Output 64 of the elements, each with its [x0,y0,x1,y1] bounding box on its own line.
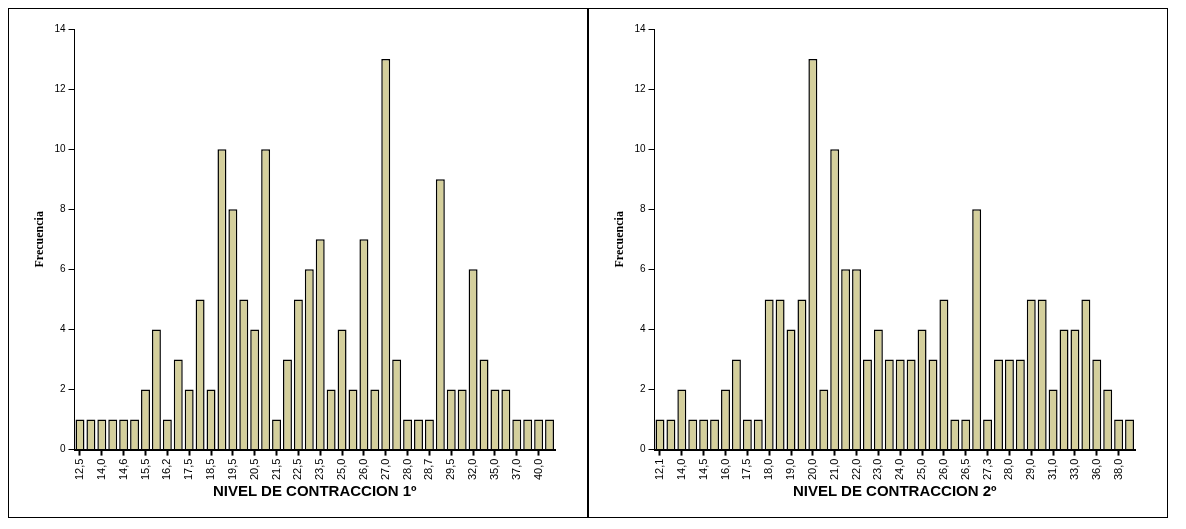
x-tick-label: 26,0 [356,458,369,481]
x-tick-label: 14,5 [696,458,709,481]
x-tick-label: 12,1 [653,458,666,481]
x-tick-label: 17,5 [182,458,195,481]
y-tick-label: 14 [634,22,646,34]
x-tick-label: 29,5 [444,458,457,481]
x-tick-label: 14,0 [674,458,687,481]
x-tick-label: 32,0 [466,458,479,481]
x-tick-label: 35,0 [487,458,500,481]
y-tick-label: 12 [54,82,66,94]
y-tick-label: 4 [59,323,66,335]
y-tick-label: 6 [59,263,66,275]
x-tick-label: 22,5 [291,458,304,481]
x-tick-label: 22,0 [849,458,862,481]
x-tick-label: 23,5 [313,458,326,481]
x-tick-label: 14,6 [116,458,129,481]
x-tick-label: 28,0 [400,458,413,481]
x-axis-title: NIVEL DE CONTRACCION 2º [792,482,998,500]
y-tick-label: 12 [634,82,646,94]
y-tick-label: 8 [639,203,646,214]
x-tick-label: 17,5 [740,458,753,481]
x-tick-label: 40,0 [531,458,544,481]
x-tick-label: 28,7 [422,458,435,481]
x-tick-label: 14,0 [94,458,107,481]
x-tick-label: 27,3 [980,458,993,481]
x-tick-label: 20,5 [247,458,260,481]
y-axis-title: Frecuencia [612,211,627,268]
y-tick-label: 2 [59,383,66,395]
x-tick-label: 25,0 [335,458,348,481]
y-tick-label: 4 [639,323,646,335]
y-tick-label: 10 [54,142,66,154]
x-tick-label: 31,0 [1046,458,1059,481]
x-tick-label: 29,0 [1024,458,1037,481]
x-tick-label: 12,5 [73,458,86,481]
x-tick-label: 33,0 [1067,458,1080,481]
y-tick-label: 2 [639,383,646,395]
y-tick-label: 0 [59,443,66,455]
x-tick-label: 26,5 [958,458,971,481]
x-tick-label: 36,0 [1089,458,1102,481]
x-tick-label: 37,0 [509,458,522,481]
y-tick-label: 0 [639,443,646,455]
x-tick-label: 28,0 [1002,458,1015,481]
x-tick-label: 25,0 [915,458,928,481]
x-axis-title: NIVEL DE CONTRACCION 1º [212,482,418,500]
x-tick-label: 27,0 [378,458,391,481]
x-tick-label: 26,0 [936,458,949,481]
x-tick-label: 38,0 [1111,458,1124,481]
y-tick-label: 6 [639,263,646,275]
x-tick-label: 15,5 [138,458,151,481]
x-tick-label: 21,0 [827,458,840,481]
y-tick-label: 8 [59,203,66,214]
x-tick-label: 20,0 [805,458,818,481]
x-tick-label: 21,5 [269,458,282,481]
x-tick-label: 16,2 [160,458,173,481]
x-tick-label: 24,0 [893,458,906,481]
x-tick-label: 23,0 [871,458,884,481]
y-tick-label: 10 [634,142,646,154]
y-tick-label: 14 [54,22,66,34]
x-tick-label: 16,0 [718,458,731,481]
x-tick-label: 18,5 [204,458,217,481]
y-axis-title: Frecuencia [32,211,47,268]
x-tick-label: 19,0 [784,458,797,481]
x-tick-label: 18,0 [762,458,775,481]
x-tick-label: 19,5 [225,458,238,481]
